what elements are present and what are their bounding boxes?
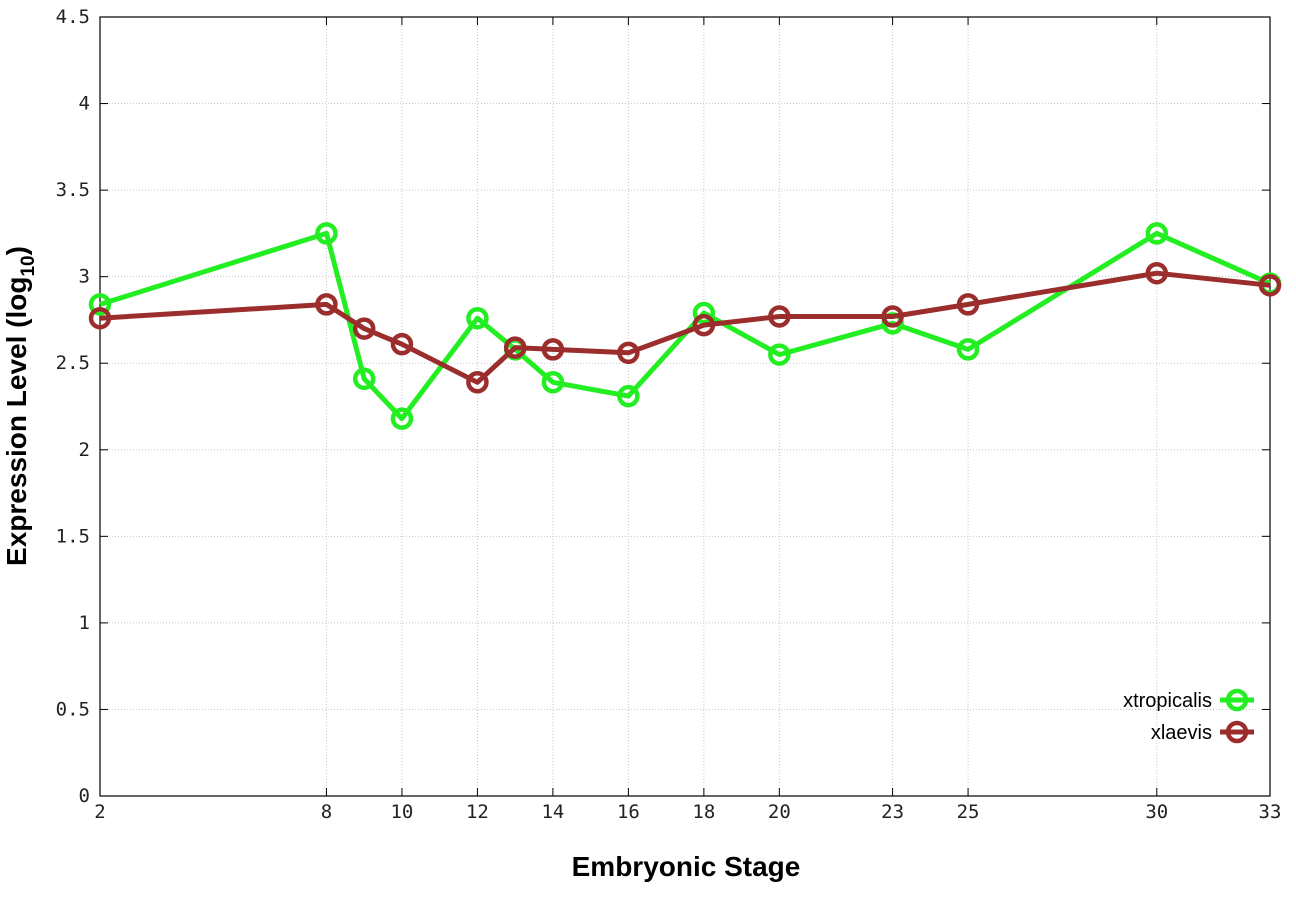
data-point-xlaevis <box>1145 261 1169 285</box>
data-point-xlaevis <box>390 332 414 356</box>
y-tick-label: 3 <box>79 266 90 288</box>
series-line-xlaevis <box>99 270 1271 385</box>
axis-ticks: 0 0.5 1 1.5 2 2.5 3 3.5 4 4.5 2 8 10 12 14 16 18 20 23 25 30… <box>56 6 1282 823</box>
x-tick-label: 8 <box>321 801 332 823</box>
data-point-xlaevis <box>315 293 338 316</box>
y-axis-title-subscript: 10 <box>18 255 39 276</box>
data-point-xtropicalis <box>956 338 980 361</box>
y-tick-label: 1.5 <box>56 525 90 547</box>
legend-swatch-marker-xtropicalis <box>1225 688 1249 712</box>
plot-frame <box>99 16 1271 797</box>
data-point-xlaevis <box>503 336 527 359</box>
x-tick-label: 10 <box>390 801 413 823</box>
y-tick-label: 2.5 <box>56 352 90 374</box>
data-point-xtropicalis <box>541 371 565 394</box>
y-tick-label: 0.5 <box>56 698 90 720</box>
data-point-xlaevis <box>881 305 904 328</box>
data-point-xlaevis <box>1258 274 1282 297</box>
data-point-xlaevis <box>617 341 640 365</box>
x-tick-label: 30 <box>1145 801 1168 823</box>
data-point-xtropicalis <box>768 343 791 366</box>
data-point-xlaevis <box>88 306 112 330</box>
data-point-xtropicalis <box>315 222 338 245</box>
data-point-xtropicalis <box>352 367 376 391</box>
x-tick-label: 12 <box>466 801 489 823</box>
y-axis-title-close: ) <box>1 246 32 255</box>
legend-label-xlaevis: xlaevis <box>1151 722 1212 744</box>
x-tick-label: 23 <box>881 801 904 823</box>
grid <box>100 17 1270 796</box>
data-point-xtropicalis <box>88 293 112 316</box>
data-point-xtropicalis <box>692 301 716 325</box>
y-tick-label: 3.5 <box>56 179 90 201</box>
data-point-xlaevis <box>956 293 980 316</box>
y-tick-label: 4.5 <box>56 6 90 28</box>
y-axis-title-main: Expression Level (log <box>1 277 32 566</box>
data-point-xlaevis <box>541 338 565 361</box>
y-tick-label: 1 <box>79 612 90 634</box>
legend: xtropicalis xlaevis <box>1123 688 1254 744</box>
legend-swatch-marker-xlaevis <box>1225 720 1249 744</box>
data-point-xlaevis <box>352 317 376 340</box>
data-point-xlaevis <box>692 313 716 337</box>
data-point-xlaevis <box>466 371 489 394</box>
y-tick-label: 0 <box>79 785 90 807</box>
x-tick-label: 20 <box>768 801 791 823</box>
x-tick-label: 25 <box>957 801 980 823</box>
series-group <box>88 222 1282 430</box>
x-tick-label: 33 <box>1259 801 1282 823</box>
data-point-xtropicalis <box>466 306 489 330</box>
y-tick-label: 2 <box>79 439 90 461</box>
y-tick-label: 4 <box>79 93 90 115</box>
x-axis-title: Embryonic Stage <box>572 851 801 882</box>
x-tick-label: 2 <box>94 801 105 823</box>
data-point-xtropicalis <box>390 407 414 430</box>
data-point-xtropicalis <box>1145 222 1169 245</box>
series-line-xtropicalis <box>99 230 1272 422</box>
data-point-xlaevis <box>768 305 791 328</box>
data-point-xtropicalis <box>617 384 640 408</box>
x-tick-label: 18 <box>692 801 715 823</box>
x-tick-label: 14 <box>541 801 564 823</box>
y-axis-title: Expression Level (log10) <box>1 246 39 566</box>
x-tick-label: 16 <box>617 801 640 823</box>
legend-label-xtropicalis: xtropicalis <box>1123 690 1212 712</box>
